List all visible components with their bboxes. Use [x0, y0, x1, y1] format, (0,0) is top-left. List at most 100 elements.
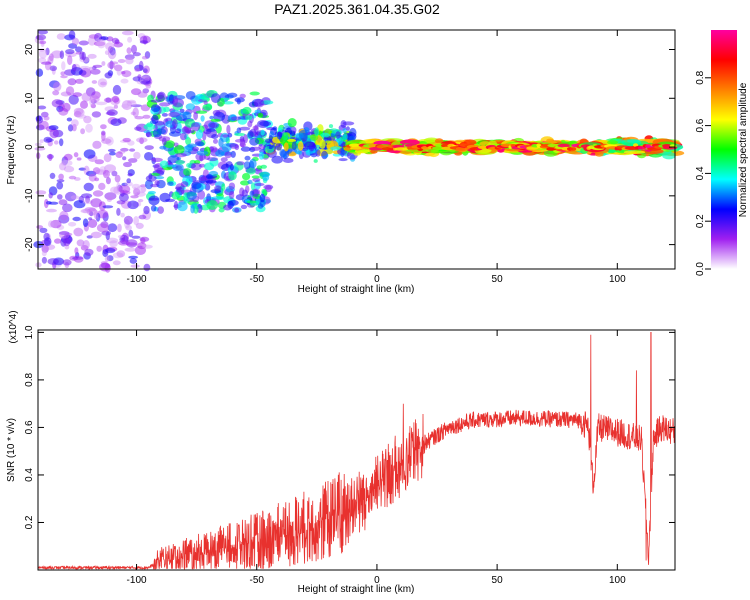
heatmap-cell	[41, 256, 48, 264]
heatmap-cell	[150, 104, 161, 113]
heatmap-cell	[89, 211, 94, 217]
heatmap-cell	[124, 247, 137, 252]
heatmap-cell	[121, 71, 126, 75]
heatmap-cell	[78, 167, 87, 171]
heatmap-cell	[113, 41, 124, 48]
heatmap-cell	[97, 78, 108, 88]
heatmap-cell	[240, 204, 248, 210]
heatmap-cell	[83, 149, 96, 159]
snr-x-ticks: -100 -50 0 50 100	[127, 330, 626, 586]
heatmap-cell	[115, 151, 123, 158]
heatmap-cell	[441, 143, 449, 148]
heatmap-cell	[68, 43, 78, 49]
heatmap-cell	[315, 149, 321, 157]
heatmap-cell	[259, 120, 272, 127]
heatmap-cell	[62, 203, 73, 213]
heatmap-cell	[222, 101, 234, 105]
heatmap-cell	[34, 147, 46, 151]
heatmap-cell	[95, 101, 108, 106]
snr-series-line	[37, 332, 676, 571]
heatmap-cell	[228, 199, 239, 206]
heatmap-cell	[201, 95, 210, 101]
heatmap-cell	[117, 59, 126, 63]
heatmap-cell	[206, 200, 219, 210]
heatmap-x-tick-label: -50	[250, 274, 265, 285]
heatmap-cell	[59, 230, 70, 239]
heatmap-cell	[247, 179, 253, 185]
heatmap-cell	[65, 86, 75, 96]
heatmap-cell	[54, 140, 59, 145]
heatmap-cell	[131, 88, 142, 96]
heatmap-cell	[259, 193, 266, 203]
heatmap-cell	[104, 263, 111, 273]
heatmap-cell	[67, 78, 77, 86]
heatmap-cell	[41, 61, 52, 65]
heatmap-cell	[175, 183, 185, 192]
heatmap-cell	[112, 260, 121, 266]
heatmap-y-ticks: -20 -10 0 10 20	[24, 44, 675, 252]
heatmap-cell	[258, 151, 265, 160]
heatmap-cell	[45, 47, 50, 56]
heatmap-cell	[49, 65, 57, 72]
heatmap-cell	[123, 161, 132, 168]
heatmap-cell	[82, 199, 93, 205]
heatmap-cell	[94, 159, 105, 165]
heatmap-cell	[191, 181, 202, 190]
heatmap-cell	[70, 195, 80, 200]
heatmap-cell	[171, 191, 180, 200]
heatmap-x-tick-label: -100	[127, 274, 147, 285]
heatmap-cell	[39, 40, 47, 45]
heatmap-cell	[195, 141, 205, 147]
heatmap-y-tick-label: 20	[24, 44, 35, 56]
heatmap-cell	[282, 158, 294, 163]
heatmap-cell	[121, 30, 134, 36]
heatmap-cell	[131, 183, 141, 190]
heatmap-cell	[268, 145, 273, 150]
heatmap-cell	[259, 171, 271, 178]
heatmap-cell	[434, 138, 444, 144]
heatmap-cell	[159, 192, 171, 203]
heatmap-cell	[147, 190, 156, 195]
heatmap-cell	[249, 137, 259, 146]
heatmap-cell	[283, 153, 287, 160]
heatmap-cell	[245, 115, 253, 121]
heatmap-cell	[139, 137, 145, 145]
snr-y-label: SNR (10 * v/v)	[6, 418, 17, 482]
heatmap-cell	[112, 252, 124, 259]
heatmap-cell	[172, 163, 184, 172]
snr-plot-area	[38, 330, 675, 570]
heatmap-cell	[247, 120, 253, 128]
heatmap-cell	[60, 159, 73, 167]
heatmap-cell	[114, 64, 123, 72]
heatmap-cell	[116, 67, 122, 76]
heatmap-cell	[58, 173, 64, 180]
heatmap-cell	[240, 180, 250, 186]
heatmap-cell	[250, 146, 261, 151]
heatmap-cell	[75, 46, 83, 53]
heatmap-cell	[117, 234, 124, 239]
heatmap-cell	[138, 214, 147, 220]
heatmap-cell	[131, 235, 141, 239]
heatmap-cell	[328, 124, 334, 129]
heatmap-cell	[173, 142, 179, 147]
heatmap-cell	[148, 197, 159, 201]
heatmap-cell	[83, 115, 92, 124]
heatmap-cell	[73, 255, 84, 263]
heatmap-y-tick-label: -10	[24, 188, 35, 203]
heatmap-cell	[218, 207, 225, 213]
heatmap-cell	[287, 118, 297, 128]
heatmap-cell	[104, 50, 110, 55]
heatmap-cell	[93, 210, 99, 220]
heatmap-cell	[221, 183, 226, 191]
heatmap-cell	[92, 190, 104, 197]
heatmap-cell	[137, 199, 144, 203]
heatmap-cell	[116, 250, 126, 258]
heatmap-cell	[130, 111, 136, 116]
heatmap-cell	[109, 240, 118, 248]
heatmap-cell	[107, 223, 118, 233]
heatmap-cell	[156, 167, 165, 175]
heatmap-cell	[249, 91, 260, 96]
heatmap-cell	[126, 178, 131, 184]
heatmap-cell	[249, 128, 257, 137]
heatmap-cell	[90, 103, 97, 109]
